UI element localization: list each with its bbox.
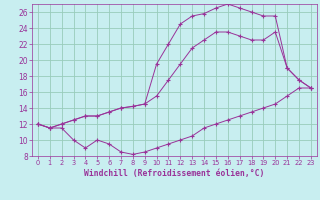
X-axis label: Windchill (Refroidissement éolien,°C): Windchill (Refroidissement éolien,°C) [84,169,265,178]
